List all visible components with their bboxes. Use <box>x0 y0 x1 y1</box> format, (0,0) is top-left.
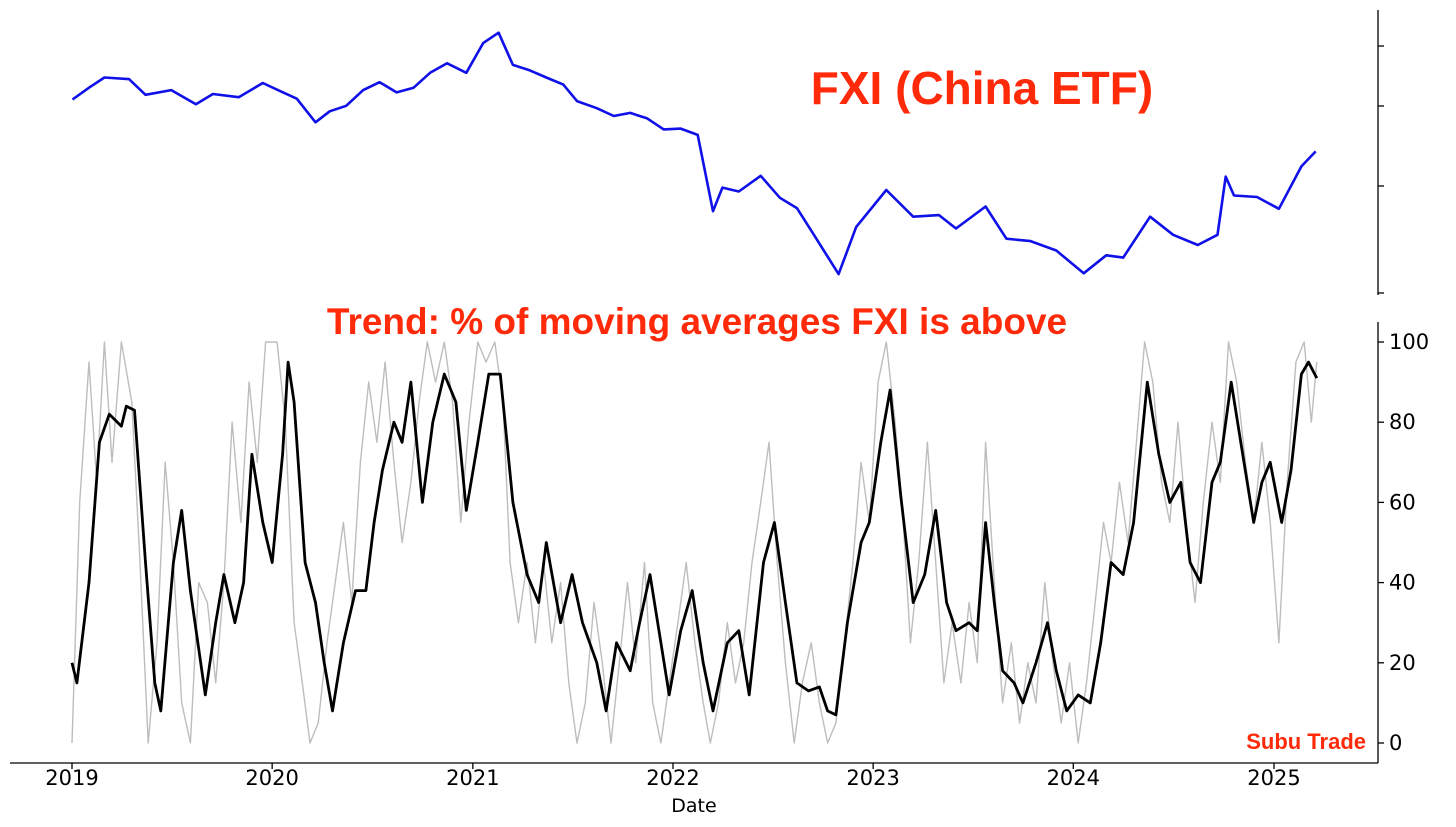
x-tick-label: 2021 <box>446 766 499 790</box>
price-series-line <box>71 31 1317 276</box>
trend-chart-title: Trend: % of moving averages FXI is above <box>327 301 1067 342</box>
y-tick-label: 0 <box>1389 731 1402 755</box>
y-tick-label: 100 <box>1389 330 1429 354</box>
x-tick-label: 2025 <box>1247 766 1300 790</box>
y-tick-label: 60 <box>1389 490 1416 514</box>
x-tick-label: 2023 <box>846 766 899 790</box>
watermark: Subu Trade <box>1246 729 1366 754</box>
x-tick-label: 2019 <box>45 766 98 790</box>
x-axis-label: Date <box>671 795 716 817</box>
y-tick-label: 80 <box>1389 410 1416 434</box>
x-tick-label: 2020 <box>245 766 298 790</box>
price-panel: FXI (China ETF) <box>71 10 1384 295</box>
x-tick-label: 2024 <box>1047 766 1100 790</box>
price-chart-title: FXI (China ETF) <box>811 62 1153 114</box>
x-tick-label: 2022 <box>646 766 699 790</box>
smoothed-trend-line <box>70 360 1319 717</box>
y-tick-label: 20 <box>1389 651 1416 675</box>
trend-panel: Trend: % of moving averages FXI is above… <box>10 301 1429 817</box>
y-tick-label: 40 <box>1389 571 1416 595</box>
